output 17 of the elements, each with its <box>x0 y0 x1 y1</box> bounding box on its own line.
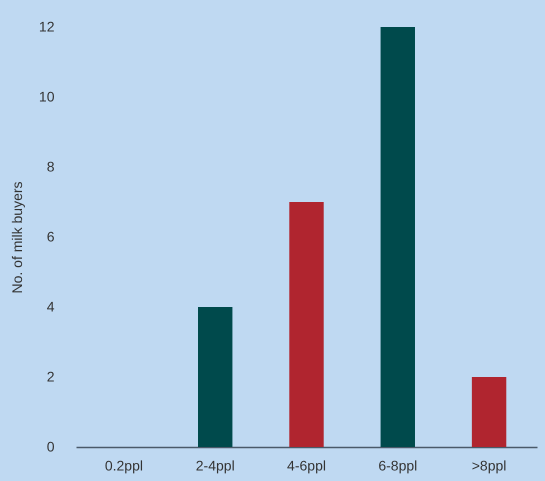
y-tick-label: 8 <box>46 158 55 174</box>
bar <box>380 27 415 447</box>
x-tick-label: 2-4ppl <box>196 458 235 474</box>
bar <box>198 307 232 447</box>
x-tick-label: >8ppl <box>472 458 506 474</box>
y-tick-label: 6 <box>46 228 55 244</box>
y-tick-label: 0 <box>46 438 55 454</box>
y-tick-label: 4 <box>46 298 55 314</box>
y-tick-label: 2 <box>46 368 55 384</box>
y-tick-label: 10 <box>38 88 55 104</box>
y-tick-label: 12 <box>38 18 55 34</box>
x-tick-label: 4-6ppl <box>287 458 326 474</box>
x-tick-label: 6-8ppl <box>378 458 418 474</box>
y-axis-title: No. of milk buyers <box>8 181 25 294</box>
bar <box>289 202 324 447</box>
bar <box>472 377 506 447</box>
x-tick-label: 0.2ppl <box>104 458 144 474</box>
